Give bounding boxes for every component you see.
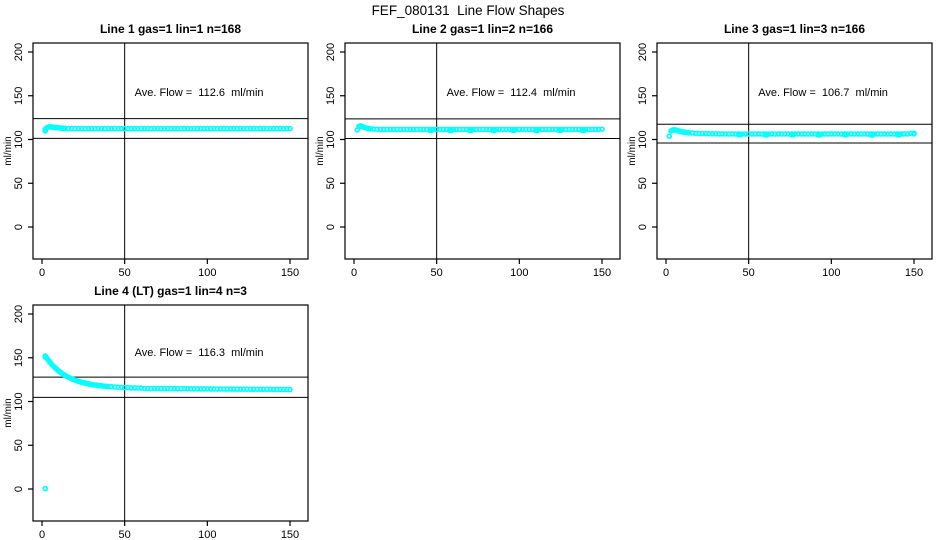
- y-tick-label: 150: [13, 349, 25, 367]
- x-tick-label: 0: [663, 267, 669, 278]
- ave-flow-annotation: Ave. Flow = 116.3 ml/min: [135, 347, 264, 359]
- plot-box: [344, 42, 621, 260]
- y-tick-label: 0: [637, 224, 649, 230]
- x-tick-label: 50: [431, 267, 443, 278]
- y-axis-label: ml/min: [3, 136, 14, 165]
- x-tick-label: 0: [39, 529, 45, 540]
- y-tick-label: 200: [13, 43, 25, 61]
- plot-box: [32, 304, 309, 522]
- x-tick-label: 100: [198, 529, 216, 540]
- y-tick-label: 50: [13, 177, 25, 189]
- y-axis-label: ml/min: [627, 136, 638, 165]
- panel-title: Line 3 gas=1 lin=3 n=166: [724, 22, 865, 36]
- flow-scatter-points: [42, 124, 293, 134]
- y-axis-label: ml/min: [315, 136, 326, 165]
- y-tick-label: 200: [325, 43, 337, 61]
- panel-title: Line 1 gas=1 lin=1 n=168: [100, 22, 241, 36]
- x-tick-label: 150: [593, 267, 611, 278]
- y-tick-label: 50: [13, 439, 25, 451]
- flow-panel-svg: Line 1 gas=1 lin=1 n=168 0 50 100 150 0 50 100 1…: [3, 22, 309, 279]
- panel-line-2: Line 2 gas=1 lin=2 n=166 0 50 100 150 0 50 100 1…: [312, 16, 624, 279]
- y-tick-label: 150: [13, 87, 25, 105]
- panel-title: Line 2 gas=1 lin=2 n=166: [412, 22, 553, 36]
- x-tick-label: 0: [351, 267, 357, 278]
- y-tick-label: 100: [13, 130, 25, 148]
- plot-box: [656, 42, 933, 260]
- y-tick-label: 100: [637, 130, 649, 148]
- x-tick-label: 150: [281, 529, 299, 540]
- ave-flow-annotation: Ave. Flow = 106.7 ml/min: [758, 87, 888, 99]
- y-tick-label: 50: [325, 177, 337, 189]
- flow-scatter-points: [42, 353, 293, 492]
- panel-line-4: Line 4 (LT) gas=1 lin=4 n=3 0 50 100 150 0 50 1…: [0, 278, 312, 540]
- x-tick-label: 50: [119, 267, 131, 278]
- plot-box: [32, 42, 309, 260]
- x-tick-label: 100: [510, 267, 528, 278]
- y-tick-label: 200: [637, 43, 649, 61]
- y-tick-label: 0: [325, 224, 337, 230]
- x-tick-label: 0: [39, 267, 45, 278]
- y-tick-label: 150: [637, 87, 649, 105]
- flow-scatter-points: [354, 123, 605, 134]
- x-tick-label: 100: [198, 267, 216, 278]
- panel-line-3: Line 3 gas=1 lin=3 n=166 0 50 100 150 0 50 100 1…: [624, 16, 936, 279]
- y-tick-label: 0: [13, 486, 25, 492]
- y-tick-label: 100: [13, 392, 25, 410]
- y-tick-label: 150: [325, 87, 337, 105]
- x-tick-label: 50: [743, 267, 755, 278]
- flow-panel-svg: Line 3 gas=1 lin=3 n=166 0 50 100 150 0 50 100 1…: [627, 22, 933, 279]
- x-tick-label: 150: [905, 267, 923, 278]
- y-tick-label: 0: [13, 224, 25, 230]
- y-tick-label: 50: [637, 177, 649, 189]
- panel-title: Line 4 (LT) gas=1 lin=4 n=3: [94, 284, 247, 298]
- x-tick-label: 150: [281, 267, 299, 278]
- main-title: FEF_080131 Line Flow Shapes: [371, 3, 565, 18]
- ave-flow-annotation: Ave. Flow = 112.4 ml/min: [447, 87, 576, 99]
- panel-line-1: Line 1 gas=1 lin=1 n=168 0 50 100 150 0 50 100 1…: [0, 16, 312, 279]
- x-tick-label: 100: [822, 267, 840, 278]
- y-tick-label: 200: [13, 305, 25, 323]
- y-axis-label: ml/min: [3, 398, 14, 427]
- flow-panel-svg: Line 2 gas=1 lin=2 n=166 0 50 100 150 0 50 100 1…: [315, 22, 621, 279]
- y-tick-label: 100: [325, 130, 337, 148]
- flow-scatter-points: [666, 127, 917, 139]
- x-tick-label: 50: [119, 529, 131, 540]
- ave-flow-annotation: Ave. Flow = 112.6 ml/min: [135, 87, 264, 99]
- flow-panel-svg: Line 4 (LT) gas=1 lin=4 n=3 0 50 100 150 0 50 1…: [3, 284, 309, 540]
